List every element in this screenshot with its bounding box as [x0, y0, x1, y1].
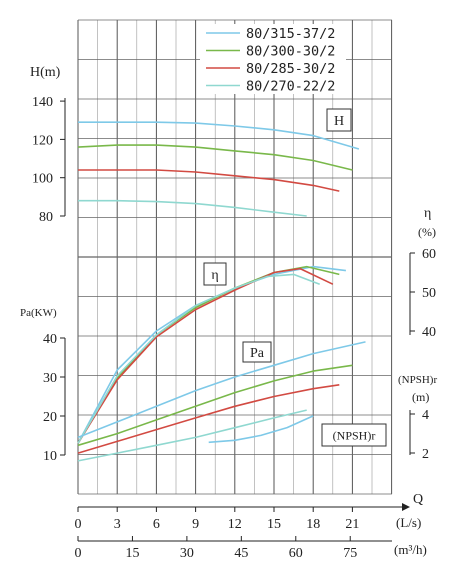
power-tick-label: 20 [43, 410, 57, 425]
efficiency-tick-label: 50 [422, 286, 436, 301]
head-panel-box [326, 108, 352, 132]
efficiency-axis-unit: (%) [418, 225, 436, 239]
flow-ls-tick-label: 12 [228, 517, 242, 532]
axes [60, 98, 415, 542]
power-curve-2 [77, 364, 353, 447]
npsh-panel-box-label: (NPSH)r [333, 428, 376, 442]
efficiency-curve-2 [77, 265, 340, 444]
efficiency-curve-4 [77, 273, 320, 444]
flow-ls-tick-label: 21 [345, 517, 359, 532]
power-curve-4 [77, 409, 307, 462]
legend-label-4: 80/270-22/2 [246, 79, 335, 95]
flow-ls-unit: (L/s) [396, 515, 421, 530]
power-axis-label: Pa(KW) [20, 307, 57, 319]
head-tick-label: 120 [32, 133, 53, 148]
npsh-panel-box [321, 423, 387, 447]
power-curve-3 [77, 384, 340, 454]
efficiency-panel-box-label: η [211, 268, 218, 283]
legend: 80/315-37/2 80/300-30/280/285-30/2 80/270-… [200, 24, 346, 95]
head-curve-2 [77, 144, 353, 171]
npsh-axis-unit: (m) [412, 390, 429, 404]
legend-label-3: 80/285-30/2 [246, 61, 335, 77]
flow-m3h-tick-label: 0 [75, 546, 82, 561]
efficiency-panel-box [203, 262, 227, 286]
head-axis-label: H(m) [30, 65, 61, 80]
flow-ls-tick-label: 18 [306, 517, 320, 532]
npsh-axis-label: (NPSH)r [398, 374, 437, 386]
head-curve-1 [78, 121, 360, 150]
legend-label-2: 80/300-30/2 [246, 44, 335, 60]
flow-ls-tick-label: 15 [267, 517, 281, 532]
legend-label-1: 80/315-37/2 [246, 26, 335, 42]
head-curve-3 [78, 169, 340, 192]
npsh-tick-label: 2 [422, 447, 429, 462]
power-tick-label: 30 [43, 371, 57, 386]
flow-axis-label: Q [413, 492, 423, 507]
flow-m3h-tick-label: 75 [343, 546, 357, 561]
flow-m3h-unit: (m³/h) [394, 542, 427, 557]
flow-m3h-tick-label: 60 [289, 546, 303, 561]
flow-m3h-tick-label: 15 [125, 546, 139, 561]
efficiency-curve-3 [77, 267, 334, 444]
labels: 80100120140H(m)10203040Pa(KW)405060η(%)2… [20, 65, 437, 561]
head-panel-box-label: H [334, 114, 344, 129]
power-tick-label: 10 [43, 449, 57, 464]
flow-ls-tick-label: 3 [114, 517, 121, 532]
efficiency-tick-label: 40 [422, 325, 436, 340]
flow-m3h-tick-label: 30 [180, 546, 194, 561]
head-curve-4 [78, 199, 307, 217]
head-tick-label: 100 [32, 172, 53, 187]
grid [77, 19, 393, 495]
efficiency-curve-1 [77, 265, 346, 444]
npsh-tick-label: 4 [422, 408, 429, 423]
power-panel-box [242, 341, 272, 363]
head-tick-label: 140 [32, 95, 53, 110]
flow-ls-tick-label: 9 [192, 517, 199, 532]
power-panel-box-label: Pa [250, 346, 265, 361]
npsh-curve-1 [208, 415, 314, 444]
power-curve-1 [77, 341, 366, 439]
power-tick-label: 40 [43, 332, 57, 347]
flow-m3h-tick-label: 45 [234, 546, 248, 561]
efficiency-tick-label: 60 [422, 247, 436, 262]
flow-ls-tick-label: 0 [75, 517, 82, 532]
head-tick-label: 80 [39, 210, 53, 225]
efficiency-axis-label: η [424, 206, 431, 221]
legend-background [200, 24, 346, 94]
flow-ls-tick-label: 6 [153, 517, 160, 532]
series-lines [77, 121, 366, 462]
